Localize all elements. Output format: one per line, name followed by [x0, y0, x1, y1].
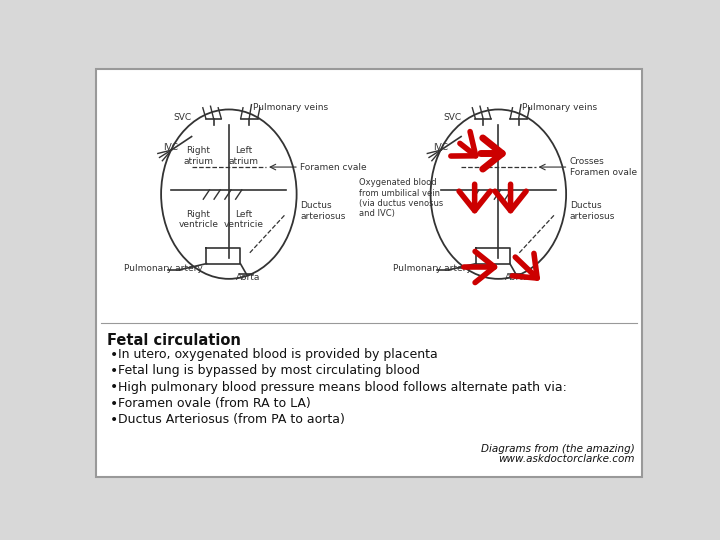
- Text: Foramen cvale: Foramen cvale: [300, 163, 367, 172]
- Text: Right
atrium: Right atrium: [184, 146, 213, 166]
- Text: SVC: SVC: [174, 113, 192, 123]
- Text: www.askdoctorclarke.com: www.askdoctorclarke.com: [498, 454, 634, 464]
- Text: Aorta: Aorta: [505, 273, 529, 282]
- Text: Ductus
arteriosus: Ductus arteriosus: [570, 201, 616, 221]
- Text: Right
ventricle: Right ventricle: [179, 210, 218, 230]
- Text: In utero, oxygenated blood is provided by placenta: In utero, oxygenated blood is provided b…: [118, 348, 438, 361]
- Text: •: •: [110, 413, 119, 427]
- Text: SVC: SVC: [443, 113, 461, 123]
- Text: Pulmonary veins: Pulmonary veins: [522, 103, 597, 112]
- Text: Pulmonary veins: Pulmonary veins: [253, 103, 328, 112]
- Text: •: •: [110, 364, 119, 379]
- Ellipse shape: [161, 110, 297, 279]
- Text: •: •: [110, 348, 119, 362]
- Text: Oxygenated blood
from umbilical vein
(via ductus venosus
and IVC): Oxygenated blood from umbilical vein (vi…: [359, 178, 444, 219]
- Text: Left
ventricie: Left ventricie: [224, 210, 264, 230]
- Text: IVC: IVC: [433, 143, 448, 152]
- Text: Left
atrium: Left atrium: [229, 146, 258, 166]
- Text: Pulmonary artery: Pulmonary artery: [393, 264, 472, 273]
- Text: Diagrams from (the amazing): Diagrams from (the amazing): [481, 444, 634, 454]
- Text: •: •: [110, 397, 119, 410]
- Text: Fetal lung is bypassed by most circulating blood: Fetal lung is bypassed by most circulati…: [118, 364, 420, 377]
- Text: Aorta: Aorta: [235, 273, 260, 282]
- Text: Pulmonary artery: Pulmonary artery: [124, 264, 202, 273]
- Text: Crosses
Foramen ovale: Crosses Foramen ovale: [570, 157, 637, 177]
- Text: Foramen ovale (from RA to LA): Foramen ovale (from RA to LA): [118, 397, 311, 410]
- Text: IVC: IVC: [163, 143, 179, 152]
- Text: Fetal circulation: Fetal circulation: [107, 333, 241, 348]
- Ellipse shape: [431, 110, 566, 279]
- Text: High pulmonary blood pressure means blood follows alternate path via:: High pulmonary blood pressure means bloo…: [118, 381, 567, 394]
- Text: Ductus
arteriosus: Ductus arteriosus: [300, 201, 346, 221]
- Text: •: •: [110, 381, 119, 395]
- Text: Ductus Arteriosus (from PA to aorta): Ductus Arteriosus (from PA to aorta): [118, 413, 345, 426]
